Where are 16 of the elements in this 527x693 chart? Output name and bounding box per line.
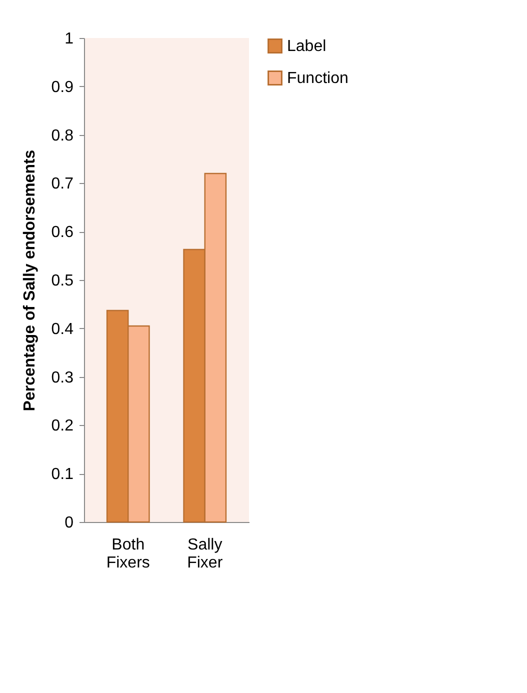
legend-label: Function — [287, 70, 348, 87]
legend-label: Label — [287, 38, 326, 55]
x-tick-label: Sally Fixer — [187, 536, 224, 572]
y-tick-label: 1 — [64, 30, 74, 48]
x-tick-label: Both Fixers — [106, 536, 150, 572]
y-axis-title: Percentage of Sally endorsements — [21, 150, 38, 412]
y-tick-label: 0.1 — [51, 466, 74, 484]
y-tick-label: 0.8 — [51, 127, 74, 144]
y-tick-label: 0 — [64, 514, 74, 532]
y-tick-label: 0.5 — [51, 272, 74, 290]
y-tick-label: 0.7 — [51, 176, 74, 193]
y-tick-label: 0.3 — [51, 369, 74, 386]
y-tick-label: 0.6 — [51, 224, 74, 242]
y-tick-label: 0.2 — [51, 418, 74, 435]
y-tick-label: 0.4 — [51, 320, 74, 338]
y-tick-label: 0.9 — [51, 78, 74, 96]
